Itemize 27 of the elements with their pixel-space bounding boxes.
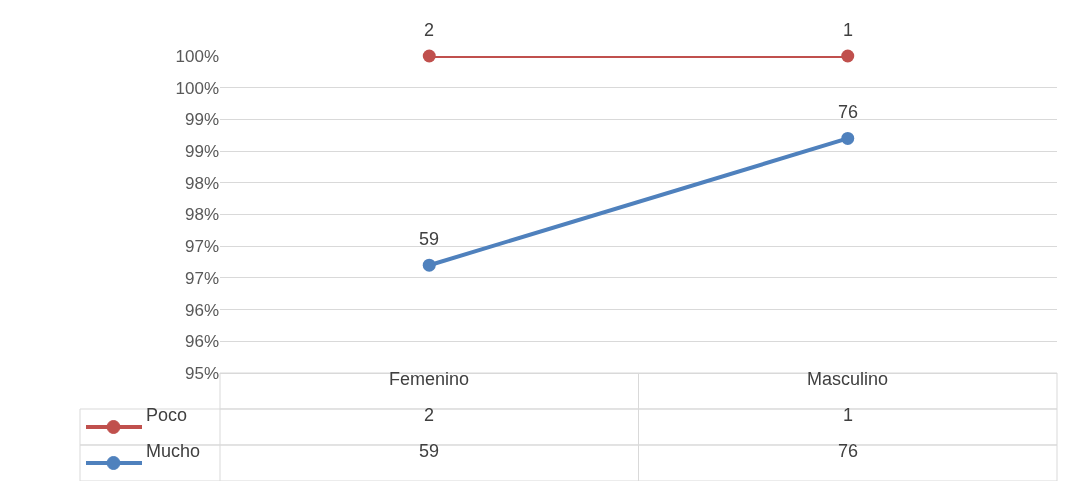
y-tick-label: 99% bbox=[184, 110, 219, 130]
text: 76 bbox=[838, 441, 859, 461]
y-tick-label: 97% bbox=[184, 237, 219, 257]
annotation: 2 bbox=[424, 20, 435, 40]
legend-label: Poco bbox=[146, 405, 188, 425]
annotation: 76 bbox=[838, 102, 859, 122]
y-tick-label: 96% bbox=[184, 300, 219, 320]
y-tick-label: 95% bbox=[184, 363, 219, 383]
text: 2 bbox=[424, 405, 435, 425]
point bbox=[422, 258, 436, 272]
y-tick-label: 97% bbox=[184, 268, 219, 288]
point bbox=[841, 49, 855, 63]
y-tick-label: 100% bbox=[175, 46, 219, 66]
annotation: 1 bbox=[843, 20, 854, 40]
y-tick-label: 98% bbox=[184, 173, 219, 193]
annotation: 59 bbox=[419, 229, 440, 249]
point bbox=[422, 49, 436, 63]
point bbox=[841, 131, 855, 145]
text: 1 bbox=[843, 405, 854, 425]
y-tick-label: 96% bbox=[184, 332, 219, 352]
y-tick-label: 98% bbox=[184, 205, 219, 225]
y-tick-label: 99% bbox=[184, 142, 219, 162]
x-tick-label: Masculino bbox=[807, 369, 889, 389]
y-tick-label: 100% bbox=[175, 78, 219, 98]
text: 59 bbox=[419, 441, 440, 461]
x-tick-label: Femenino bbox=[389, 369, 470, 389]
legend-label: Mucho bbox=[146, 441, 201, 461]
